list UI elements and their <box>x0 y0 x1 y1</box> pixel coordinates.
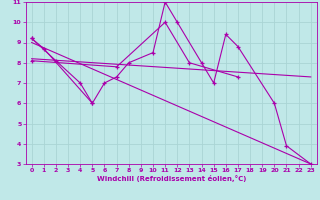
X-axis label: Windchill (Refroidissement éolien,°C): Windchill (Refroidissement éolien,°C) <box>97 175 246 182</box>
